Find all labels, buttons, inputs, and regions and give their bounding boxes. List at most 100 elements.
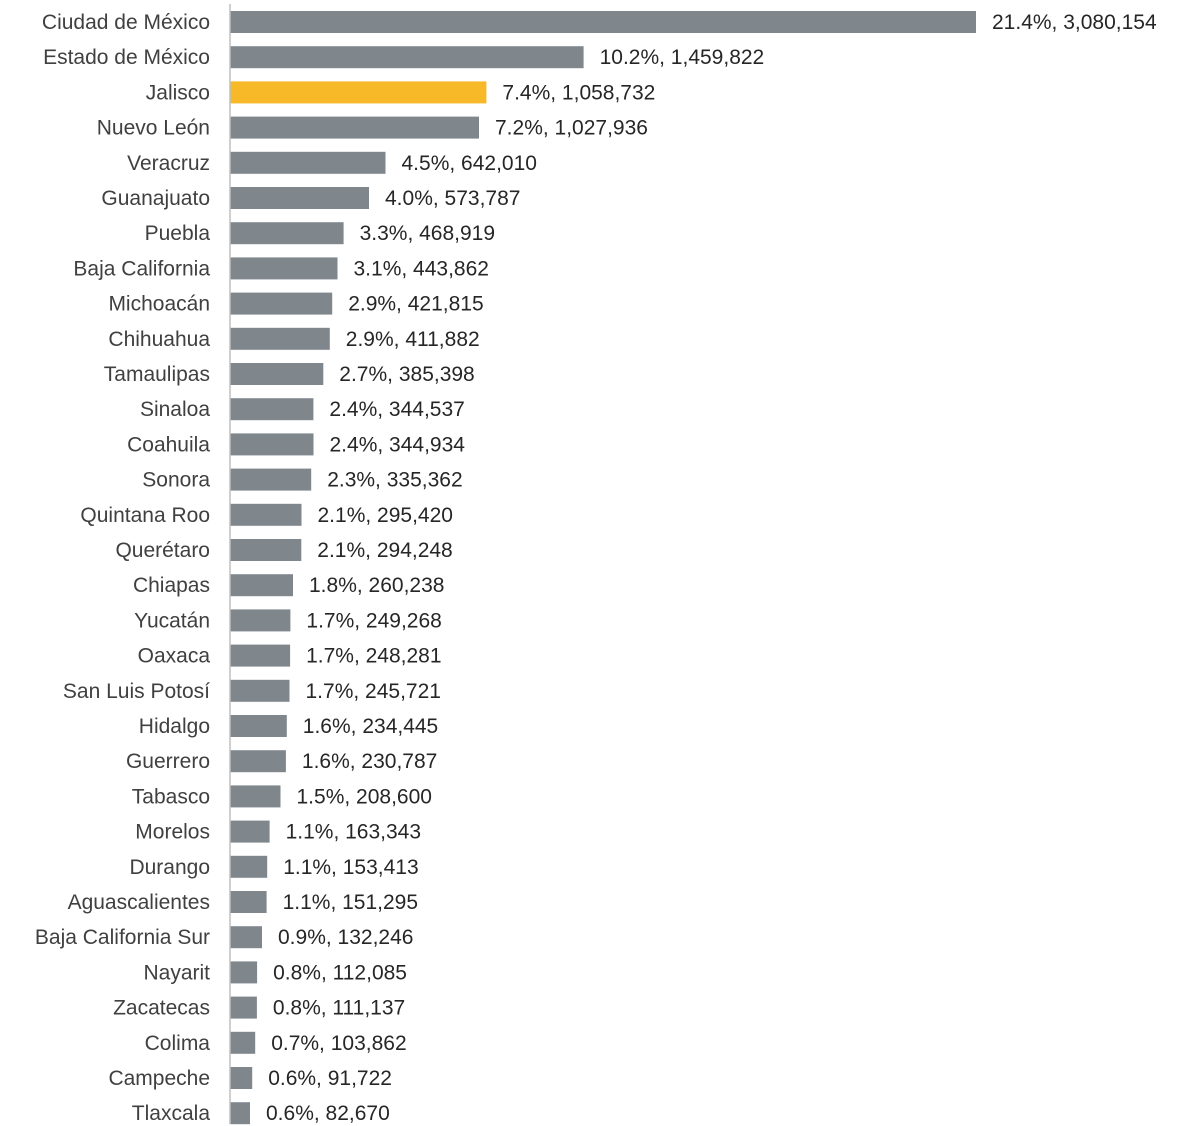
category-label: Baja California Sur [35, 926, 210, 949]
bar-10 [230, 363, 324, 385]
data-label: 2.1%, 294,248 [317, 539, 452, 562]
labels-layer: Ciudad de México 21.4%, 3,080,154 Estado d… [35, 11, 1157, 1125]
category-label: Puebla [145, 222, 211, 245]
bar-29 [230, 1031, 256, 1054]
bar-1 [230, 46, 584, 69]
bar-11 [230, 398, 314, 421]
data-label: 2.3%, 335,362 [327, 469, 462, 492]
category-label: Yucatán [134, 609, 210, 632]
bar-14 [230, 503, 302, 526]
bar-12 [230, 433, 314, 456]
category-label: Nayarit [143, 961, 210, 984]
bar-8 [230, 292, 333, 315]
data-label: 1.7%, 248,281 [306, 645, 441, 668]
category-label: Chiapas [133, 574, 210, 597]
category-label: Aguascalientes [68, 891, 210, 914]
data-label: 2.7%, 385,398 [339, 363, 474, 386]
bar-22 [230, 785, 281, 808]
bar-19 [230, 679, 290, 702]
data-label: 21.4%, 3,080,154 [992, 11, 1157, 34]
data-label: 1.1%, 153,413 [283, 856, 418, 879]
category-label: Jalisco [146, 81, 210, 104]
data-label: 4.5%, 642,010 [402, 152, 537, 175]
data-label: 1.7%, 245,721 [306, 680, 441, 703]
category-label: San Luis Potosí [63, 680, 210, 703]
bar-28 [230, 996, 257, 1019]
category-label: Tamaulipas [104, 363, 210, 386]
data-label: 0.6%, 91,722 [268, 1067, 392, 1090]
bar-7 [230, 257, 338, 280]
bar-31 [230, 1102, 250, 1125]
data-label: 2.9%, 411,882 [346, 328, 480, 351]
category-label: Morelos [135, 821, 210, 844]
bar-26 [230, 926, 262, 949]
category-label: Quintana Roo [80, 504, 210, 527]
bar-0 [230, 11, 976, 33]
category-label: Durango [129, 856, 210, 879]
category-label: Sonora [142, 469, 210, 492]
data-label: 0.7%, 103,862 [271, 1032, 406, 1055]
bar-24 [230, 855, 268, 878]
data-label: 7.4%, 1,058,732 [502, 81, 655, 104]
data-label: 2.1%, 295,420 [318, 504, 453, 527]
category-label: Michoacán [108, 293, 210, 316]
data-label: 1.6%, 234,445 [303, 715, 438, 738]
bar-3 [230, 116, 479, 139]
bar-27 [230, 961, 258, 984]
bar-17 [230, 609, 291, 632]
bar-23 [230, 820, 270, 843]
category-label: Hidalgo [139, 715, 210, 738]
data-label: 3.1%, 443,862 [354, 257, 489, 280]
category-label: Tlaxcala [132, 1102, 211, 1125]
data-label: 3.3%, 468,919 [360, 222, 495, 245]
category-label: Tabasco [132, 785, 210, 808]
data-label: 10.2%, 1,459,822 [600, 46, 765, 69]
bars-layer [230, 11, 976, 1125]
data-label: 1.1%, 151,295 [283, 891, 418, 914]
category-label: Veracruz [127, 152, 210, 175]
data-label: 1.1%, 163,343 [286, 821, 421, 844]
bar-21 [230, 750, 286, 773]
bar-15 [230, 539, 302, 561]
category-label: Oaxaca [138, 645, 211, 668]
bar-2 [230, 81, 487, 104]
data-label: 0.8%, 112,085 [273, 961, 407, 984]
bar-30 [230, 1067, 253, 1089]
data-label: 0.8%, 111,137 [273, 997, 405, 1020]
data-label: 1.6%, 230,787 [302, 750, 437, 773]
data-label: 0.6%, 82,670 [266, 1102, 390, 1125]
bar-20 [230, 715, 287, 737]
bar-5 [230, 187, 369, 209]
bar-18 [230, 644, 291, 667]
data-label: 1.5%, 208,600 [297, 785, 432, 808]
category-label: Baja California [73, 257, 210, 280]
category-label: Guanajuato [101, 187, 210, 210]
category-label: Ciudad de México [42, 11, 210, 34]
bar-4 [230, 151, 386, 174]
bar-9 [230, 327, 330, 350]
category-label: Chihuahua [108, 328, 210, 351]
bar-6 [230, 222, 344, 245]
category-label: Campeche [108, 1067, 210, 1090]
data-label: 1.8%, 260,238 [309, 574, 444, 597]
data-label: 7.2%, 1,027,936 [495, 117, 648, 140]
category-label: Sinaloa [140, 398, 210, 421]
category-label: Querétaro [115, 539, 210, 562]
data-label: 2.4%, 344,934 [330, 433, 466, 456]
category-label: Colima [145, 1032, 211, 1055]
category-label: Coahuila [127, 433, 210, 456]
data-label: 2.9%, 421,815 [348, 293, 483, 316]
category-label: Guerrero [126, 750, 210, 773]
category-label: Nuevo León [97, 117, 210, 140]
category-label: Estado de México [43, 46, 210, 69]
data-label: 2.4%, 344,537 [329, 398, 464, 421]
data-label: 0.9%, 132,246 [278, 926, 413, 949]
bar-13 [230, 468, 312, 491]
data-label: 1.7%, 249,268 [306, 609, 441, 632]
bar-16 [230, 574, 293, 597]
data-label: 4.0%, 573,787 [385, 187, 520, 210]
category-label: Zacatecas [113, 997, 210, 1020]
bar-25 [230, 891, 267, 913]
